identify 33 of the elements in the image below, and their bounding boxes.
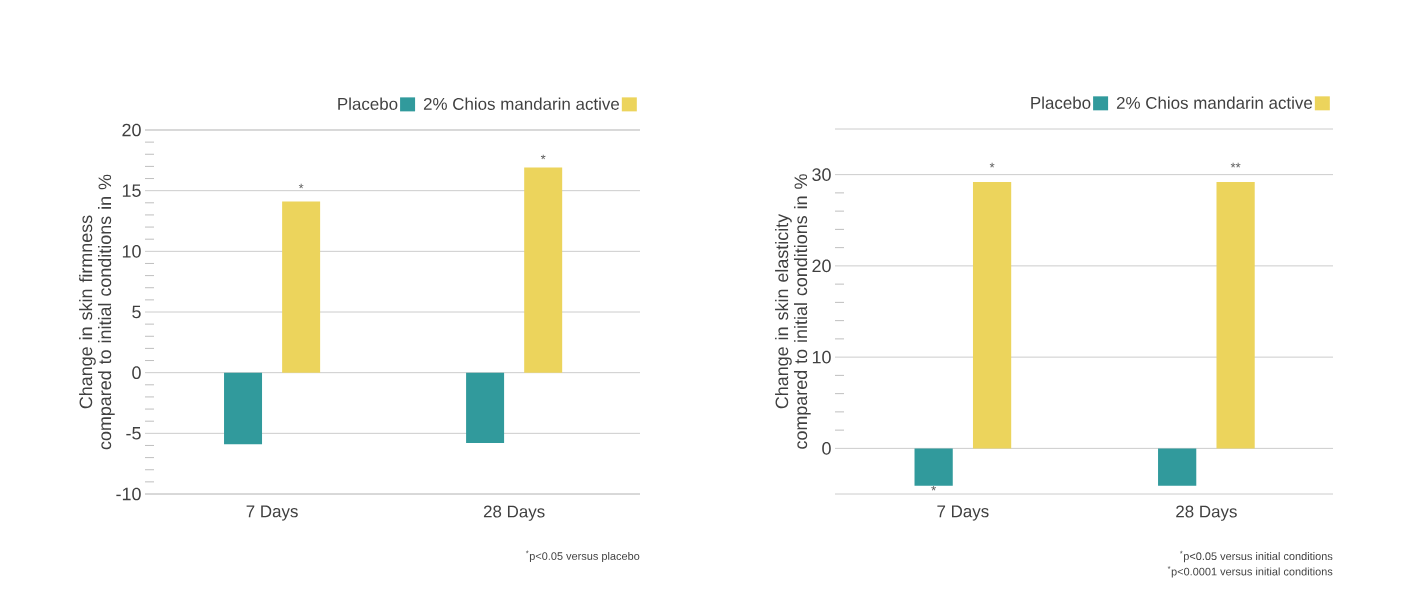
x-tick-label: 28 Days	[1176, 505, 1237, 521]
x-tick-label: 7 Days	[246, 505, 298, 521]
y-tick-label: 10	[812, 350, 831, 364]
text: $^{*}$p<0.05 versus placebo	[525, 550, 640, 563]
y-tick-label: 30	[812, 168, 831, 181]
y-tick-label: 10	[122, 244, 141, 258]
y-tick-label: 15	[122, 184, 141, 197]
legend-label: 2% Chios mandarin active	[1116, 96, 1313, 109]
annotation: *	[931, 485, 936, 491]
y-tick-label: 0	[132, 366, 141, 380]
text: $^{*}$p<0.0001 versus initial conditions	[1167, 566, 1333, 578]
annotation: *	[540, 154, 546, 160]
y-tick-label: 5	[132, 305, 141, 319]
bar	[466, 372, 505, 444]
annotation: **	[1230, 162, 1241, 168]
y-tick-label: 20	[812, 259, 831, 273]
y-tick-label: 0	[822, 442, 831, 455]
y-axis-title: Change in skin elasticity compared to initial conditions in %	[775, 174, 811, 449]
bar	[282, 201, 321, 373]
legend-label: Placebo	[338, 97, 398, 110]
y-tick-label: 20	[122, 123, 141, 137]
y-axis-title: Change in skin firmness compared to initial conditions in %	[79, 174, 115, 450]
bar	[224, 372, 263, 445]
legend-label: 2% Chios mandarin active	[423, 97, 620, 110]
y-tick-label: -10	[116, 487, 141, 501]
y-tick-label: -5	[126, 427, 141, 440]
annotation: *	[989, 162, 995, 168]
x-tick-label: 28 Days	[483, 505, 545, 521]
annotation: *	[298, 183, 304, 189]
x-tick-label: 7 Days	[937, 505, 989, 521]
legend-label: Placebo	[1031, 96, 1091, 109]
bar	[524, 167, 563, 373]
text: $^{*}$p<0.05 versus initial conditions	[1179, 550, 1333, 563]
